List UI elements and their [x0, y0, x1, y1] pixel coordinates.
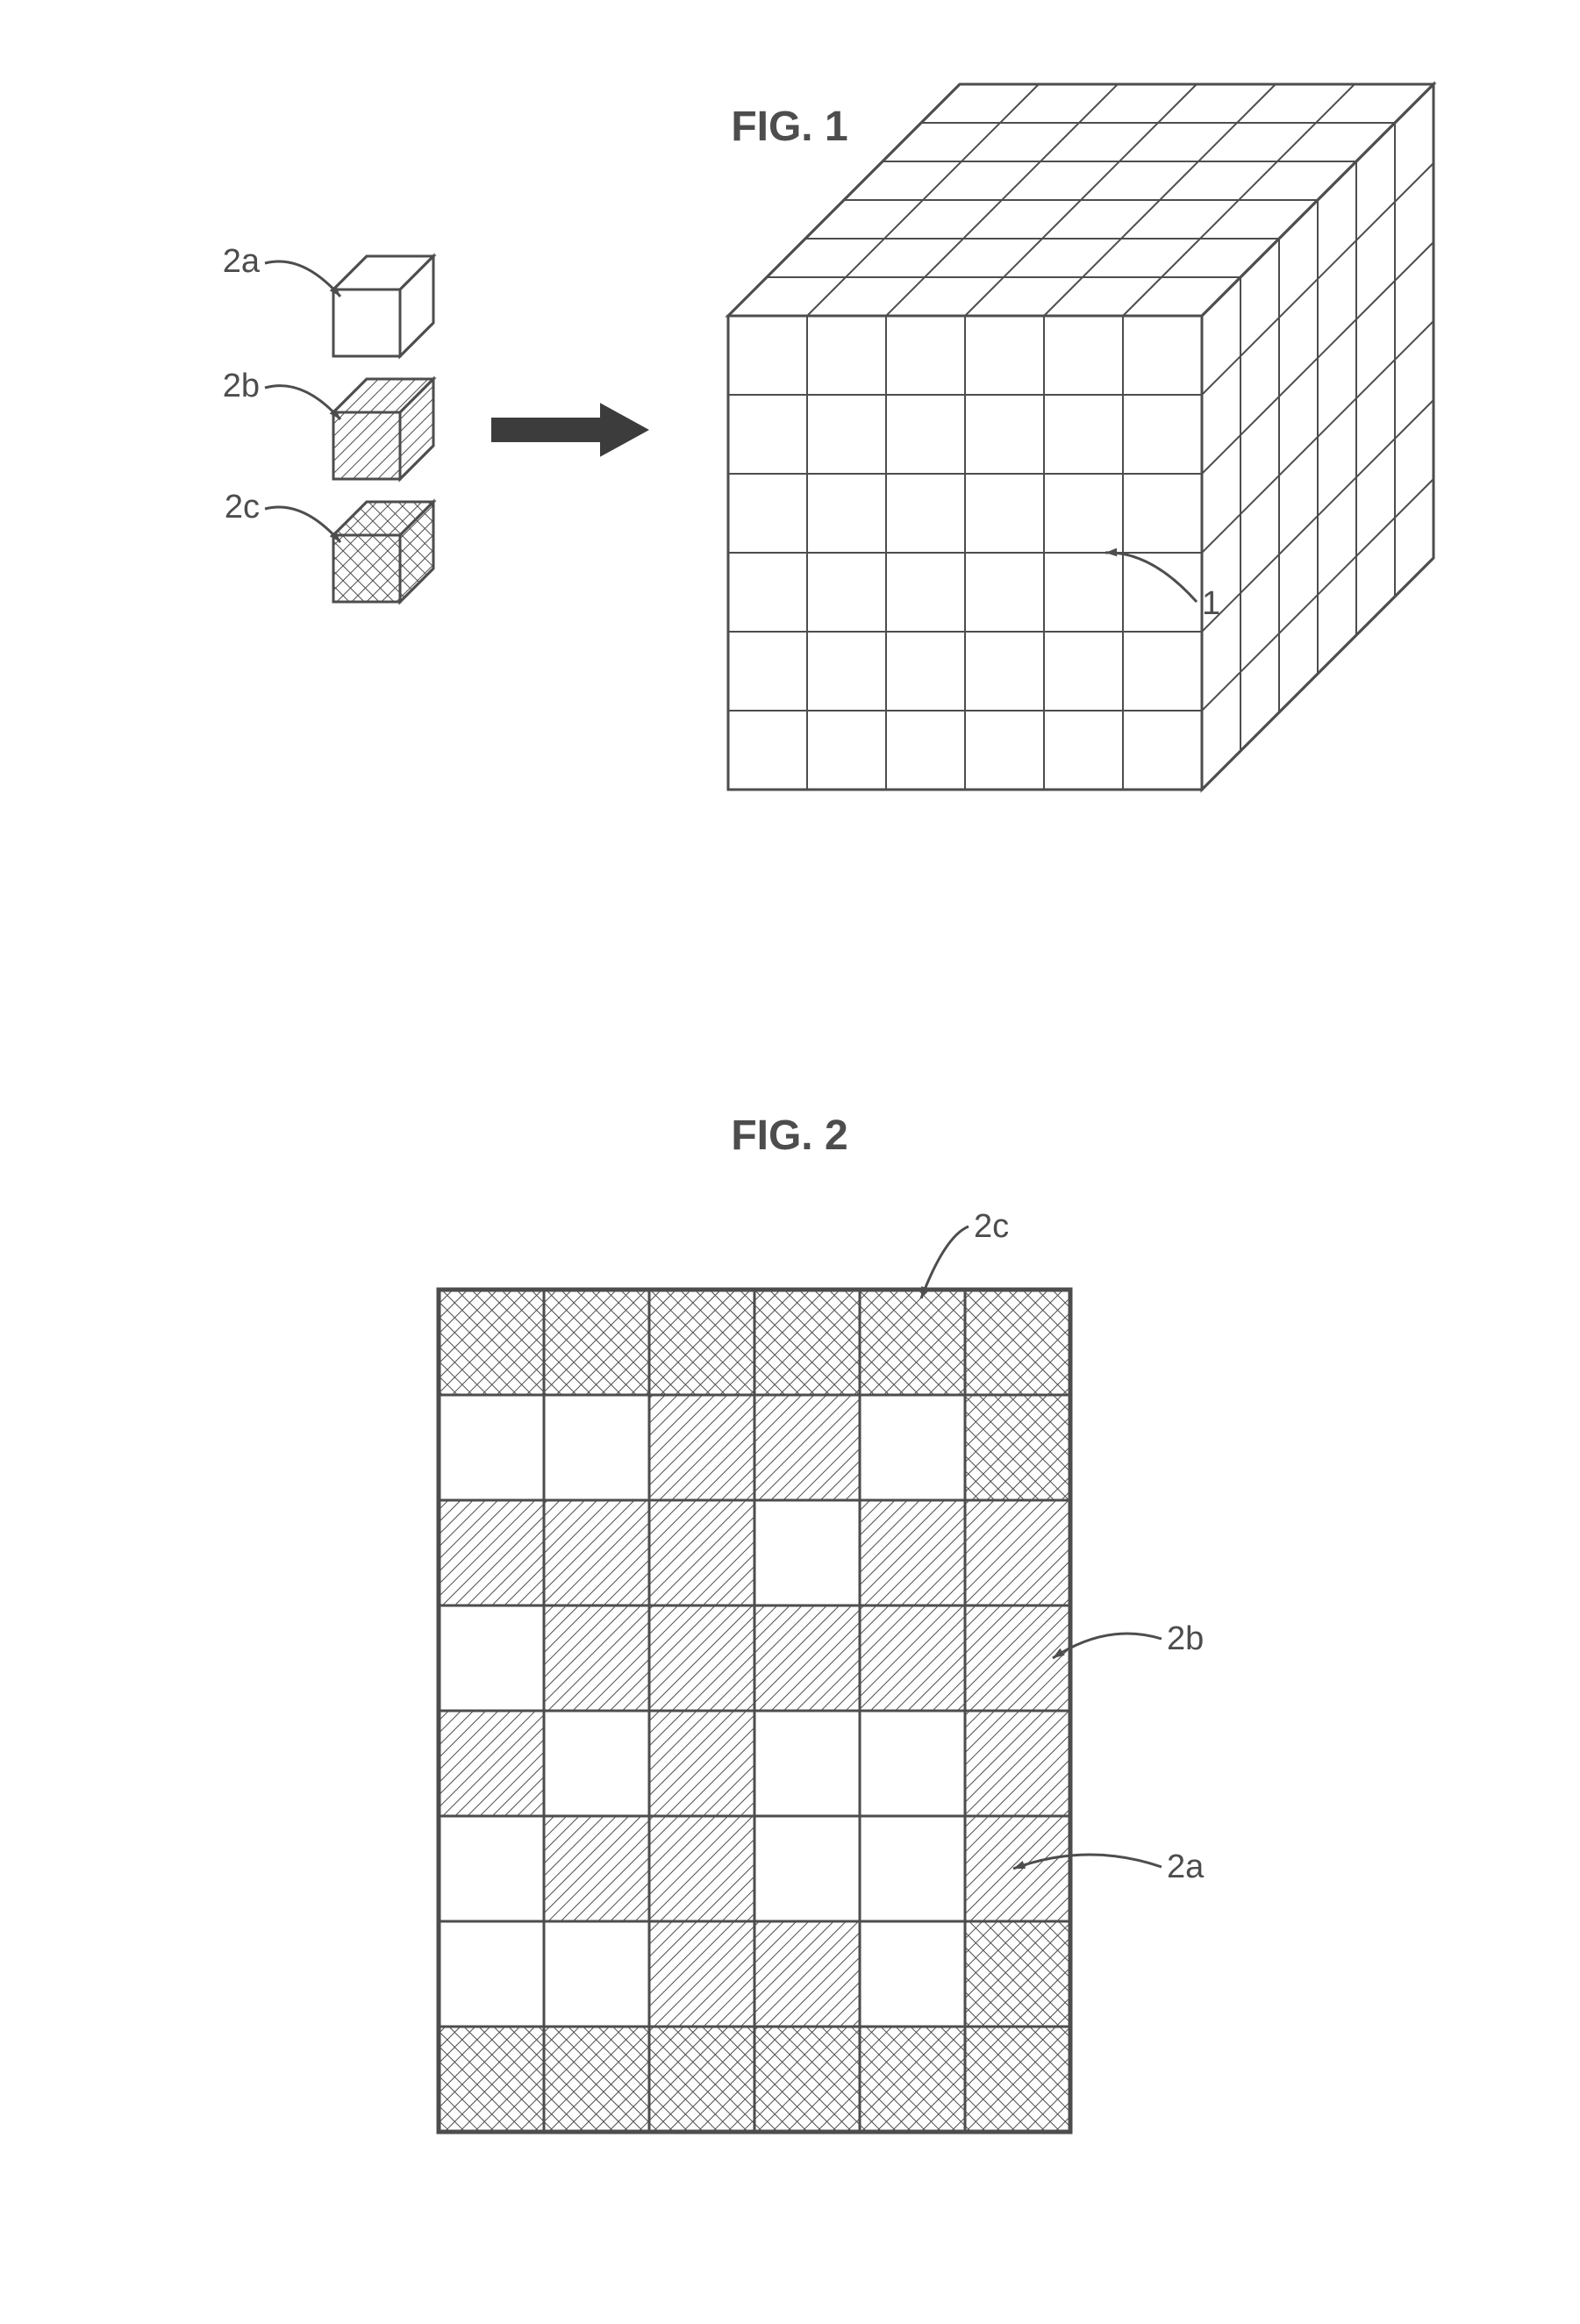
- ref-label: 2a: [223, 243, 261, 280]
- grid-cell: [649, 1711, 754, 1816]
- grid-cell: [544, 1395, 649, 1500]
- grid-cell: [965, 1711, 1070, 1816]
- leader-line: [265, 261, 340, 297]
- grid-cell: [754, 1395, 860, 1500]
- grid-cell-overlay: [544, 2027, 649, 2132]
- grid-cell-overlay: [965, 1395, 1070, 1500]
- grid-cell-overlay: [439, 1290, 544, 1395]
- grid-cell-overlay: [965, 2027, 1070, 2132]
- legend-cube-c: [333, 502, 433, 602]
- grid-cell: [544, 1711, 649, 1816]
- grid-cell: [439, 1921, 544, 2027]
- grid-cell: [860, 1395, 965, 1500]
- leader-line: [265, 507, 340, 542]
- grid-cell: [439, 1711, 544, 1816]
- grid-cell: [965, 1816, 1070, 1921]
- cross-section-grid: [439, 1290, 1070, 2132]
- grid-cell: [649, 1605, 754, 1711]
- grid-cell: [544, 1921, 649, 2027]
- grid-cell: [439, 1500, 544, 1605]
- ref-label: 2c: [225, 489, 260, 526]
- grid-cell: [544, 1816, 649, 1921]
- grid-cell: [649, 1921, 754, 2027]
- grid-cell-overlay: [649, 1290, 754, 1395]
- grid-cell-overlay: [754, 2027, 860, 2132]
- arrow-icon: [491, 403, 649, 457]
- grid-cell-overlay: [439, 2027, 544, 2132]
- grid-cell-overlay: [544, 1290, 649, 1395]
- grid-cell: [860, 1711, 965, 1816]
- ref-label: 2b: [1167, 1620, 1204, 1657]
- grid-cell: [754, 1816, 860, 1921]
- grid-cell-overlay: [965, 1290, 1070, 1395]
- leader-line: [265, 386, 340, 419]
- grid-cell: [649, 1816, 754, 1921]
- assembled-cube: [728, 84, 1433, 790]
- grid-cell: [649, 1500, 754, 1605]
- legend-cube-b: [333, 379, 433, 479]
- grid-cell: [754, 1711, 860, 1816]
- grid-cell-overlay: [754, 1290, 860, 1395]
- grid-cell: [649, 1395, 754, 1500]
- figure-title: FIG. 2: [731, 1112, 847, 1159]
- grid-cell: [439, 1816, 544, 1921]
- grid-cell: [965, 1500, 1070, 1605]
- grid-cell: [754, 1605, 860, 1711]
- grid-cell: [439, 1395, 544, 1500]
- grid-cell: [754, 1921, 860, 2027]
- grid-cell-overlay: [860, 2027, 965, 2132]
- grid-cell: [860, 1500, 965, 1605]
- ref-label: 2c: [974, 1208, 1009, 1245]
- grid-cell: [439, 1605, 544, 1711]
- grid-cell: [860, 1816, 965, 1921]
- ref-label: 2a: [1167, 1848, 1205, 1885]
- grid-cell-overlay: [649, 2027, 754, 2132]
- legend-cube-a: [333, 256, 433, 356]
- grid-cell: [860, 1605, 965, 1711]
- grid-cell: [754, 1500, 860, 1605]
- grid-cell-overlay: [965, 1921, 1070, 2027]
- ref-label: 2b: [223, 368, 260, 404]
- ref-label: 1: [1202, 585, 1220, 622]
- grid-cell: [544, 1500, 649, 1605]
- figure-title: FIG. 1: [731, 104, 847, 150]
- grid-cell-overlay: [860, 1290, 965, 1395]
- grid-cell: [544, 1605, 649, 1711]
- grid-cell: [860, 1921, 965, 2027]
